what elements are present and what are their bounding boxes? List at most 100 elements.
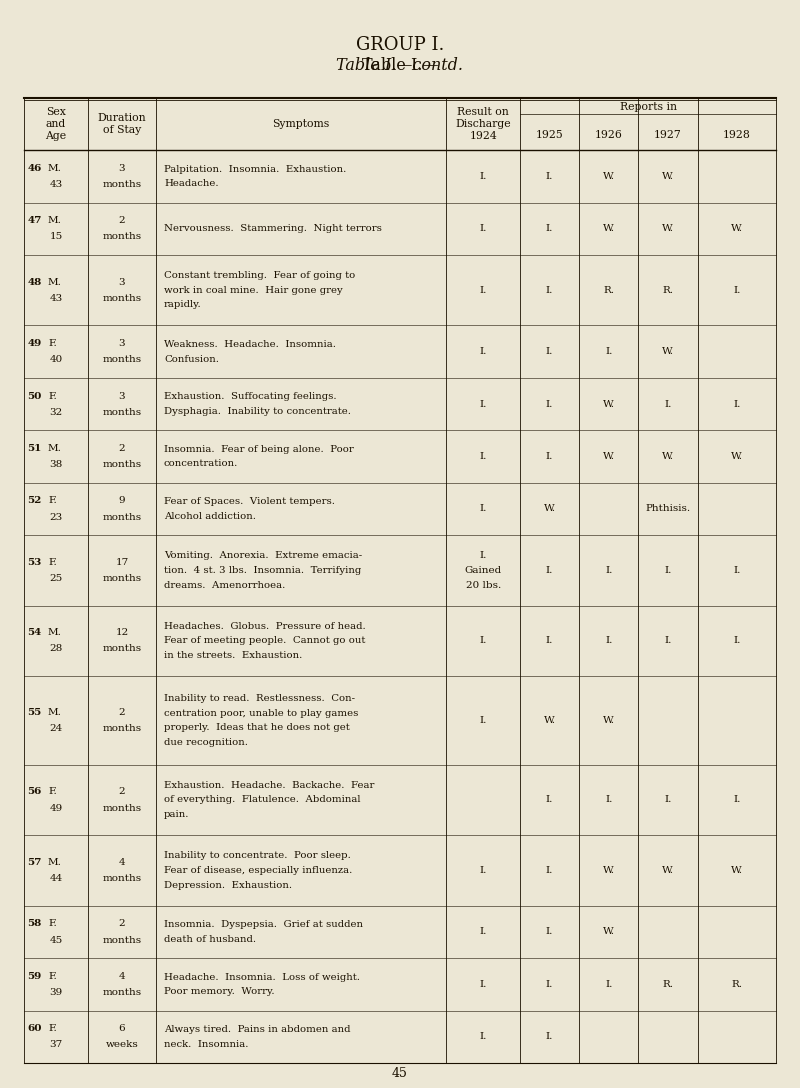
Text: Insomnia.  Dyspepsia.  Grief at sudden: Insomnia. Dyspepsia. Grief at sudden	[164, 920, 363, 929]
Text: F.: F.	[48, 392, 57, 400]
Text: Headaches.  Globus.  Pressure of head.: Headaches. Globus. Pressure of head.	[164, 621, 366, 631]
Text: R.: R.	[662, 286, 674, 295]
Text: I.: I.	[479, 980, 487, 989]
Text: 4: 4	[118, 972, 126, 980]
Text: I.: I.	[546, 172, 554, 181]
Text: 25: 25	[50, 574, 62, 583]
Text: F.: F.	[48, 788, 57, 796]
Text: 2: 2	[118, 708, 126, 717]
Text: I.: I.	[546, 980, 554, 989]
Text: I.: I.	[733, 286, 741, 295]
Text: 48: 48	[27, 277, 42, 286]
Text: I.: I.	[605, 636, 613, 645]
Text: weeks: weeks	[106, 1040, 138, 1049]
Text: I.: I.	[546, 566, 554, 574]
Text: death of husband.: death of husband.	[164, 935, 256, 943]
Text: 47: 47	[27, 217, 42, 225]
Text: 49: 49	[27, 339, 42, 348]
Text: I.: I.	[546, 795, 554, 804]
Text: M.: M.	[48, 164, 62, 173]
Text: W.: W.	[662, 347, 674, 356]
Text: Table I.—: Table I.—	[362, 57, 438, 74]
Text: Inability to read.  Restlessness.  Con-: Inability to read. Restlessness. Con-	[164, 694, 355, 703]
Text: I.: I.	[546, 1033, 554, 1041]
Text: Palpitation.  Insomnia.  Exhaustion.: Palpitation. Insomnia. Exhaustion.	[164, 164, 346, 173]
Text: Nervousness.  Stammering.  Night terrors: Nervousness. Stammering. Night terrors	[164, 224, 382, 233]
Text: W.: W.	[662, 224, 674, 233]
Text: W.: W.	[603, 224, 614, 233]
Text: Table I.—​contd.: Table I.—​contd.	[337, 57, 463, 74]
Text: F.: F.	[48, 972, 57, 980]
Text: W.: W.	[603, 927, 614, 937]
Text: I.: I.	[479, 347, 487, 356]
Text: 1928: 1928	[723, 129, 750, 140]
Text: Alcohol addiction.: Alcohol addiction.	[164, 511, 256, 521]
Text: M.: M.	[48, 708, 62, 717]
Text: months: months	[102, 936, 142, 944]
Text: I.: I.	[733, 566, 741, 574]
Text: I.: I.	[664, 399, 672, 409]
Text: I.: I.	[546, 636, 554, 645]
Text: W.: W.	[603, 866, 614, 875]
Text: months: months	[102, 356, 142, 364]
Text: Dysphagia.  Inability to concentrate.: Dysphagia. Inability to concentrate.	[164, 407, 351, 416]
Text: Gained: Gained	[465, 566, 502, 574]
Text: W.: W.	[662, 172, 674, 181]
Text: Sex
and
Age: Sex and Age	[46, 108, 66, 140]
Text: I.: I.	[546, 866, 554, 875]
Text: in the streets.  Exhaustion.: in the streets. Exhaustion.	[164, 651, 302, 660]
Text: I.: I.	[479, 866, 487, 875]
Text: F.: F.	[48, 558, 57, 567]
Text: Insomnia.  Fear of being alone.  Poor: Insomnia. Fear of being alone. Poor	[164, 445, 354, 454]
Text: tion.  4 st. 3 lbs.  Insomnia.  Terrifying: tion. 4 st. 3 lbs. Insomnia. Terrifying	[164, 566, 362, 574]
Text: I.: I.	[605, 980, 613, 989]
Text: I.: I.	[546, 927, 554, 937]
Text: F.: F.	[48, 1024, 57, 1034]
Text: I.: I.	[479, 636, 487, 645]
Text: 2: 2	[118, 217, 126, 225]
Text: 58: 58	[27, 919, 42, 928]
Text: months: months	[102, 408, 142, 417]
Text: Phthisis.: Phthisis.	[646, 505, 690, 514]
Text: Headache.: Headache.	[164, 180, 218, 188]
Text: months: months	[102, 988, 142, 997]
Text: I.: I.	[664, 795, 672, 804]
Text: Vomiting.  Anorexia.  Extreme emacia-: Vomiting. Anorexia. Extreme emacia-	[164, 552, 362, 560]
Text: R.: R.	[662, 980, 674, 989]
Text: neck.  Insomnia.: neck. Insomnia.	[164, 1040, 249, 1049]
Text: I.: I.	[479, 224, 487, 233]
Text: 46: 46	[27, 164, 42, 173]
Text: months: months	[102, 804, 142, 813]
Text: 59: 59	[27, 972, 42, 980]
Text: Weakness.  Headache.  Insomnia.: Weakness. Headache. Insomnia.	[164, 339, 336, 349]
Text: 23: 23	[50, 512, 62, 521]
Text: Fear of meeting people.  Cannot go out: Fear of meeting people. Cannot go out	[164, 636, 366, 645]
Text: due recognition.: due recognition.	[164, 738, 248, 747]
Text: Fear of disease, especially influenza.: Fear of disease, especially influenza.	[164, 866, 352, 875]
Text: M.: M.	[48, 444, 62, 453]
Text: W.: W.	[544, 505, 555, 514]
Text: Fear of Spaces.  Violent tempers.: Fear of Spaces. Violent tempers.	[164, 497, 335, 506]
Text: I.: I.	[605, 566, 613, 574]
Text: I.: I.	[605, 347, 613, 356]
Text: Confusion.: Confusion.	[164, 355, 219, 363]
Text: of everything.  Flatulence.  Abdominal: of everything. Flatulence. Abdominal	[164, 795, 361, 804]
Text: 17: 17	[115, 558, 129, 567]
Text: 45: 45	[50, 936, 62, 944]
Text: 56: 56	[27, 788, 42, 796]
Text: 43: 43	[50, 180, 62, 189]
Text: months: months	[102, 180, 142, 189]
Text: W.: W.	[731, 224, 743, 233]
Text: months: months	[102, 512, 142, 521]
Text: 2: 2	[118, 444, 126, 453]
Text: GROUP I.: GROUP I.	[356, 36, 444, 54]
Text: 3: 3	[118, 277, 126, 286]
Text: months: months	[102, 574, 142, 583]
Text: W.: W.	[731, 452, 743, 461]
Text: I.: I.	[479, 552, 487, 560]
Text: Depression.  Exhaustion.: Depression. Exhaustion.	[164, 880, 292, 890]
Text: Duration
of Stay: Duration of Stay	[98, 113, 146, 135]
Text: M.: M.	[48, 629, 62, 638]
Text: 37: 37	[50, 1040, 62, 1049]
Text: I.: I.	[479, 505, 487, 514]
